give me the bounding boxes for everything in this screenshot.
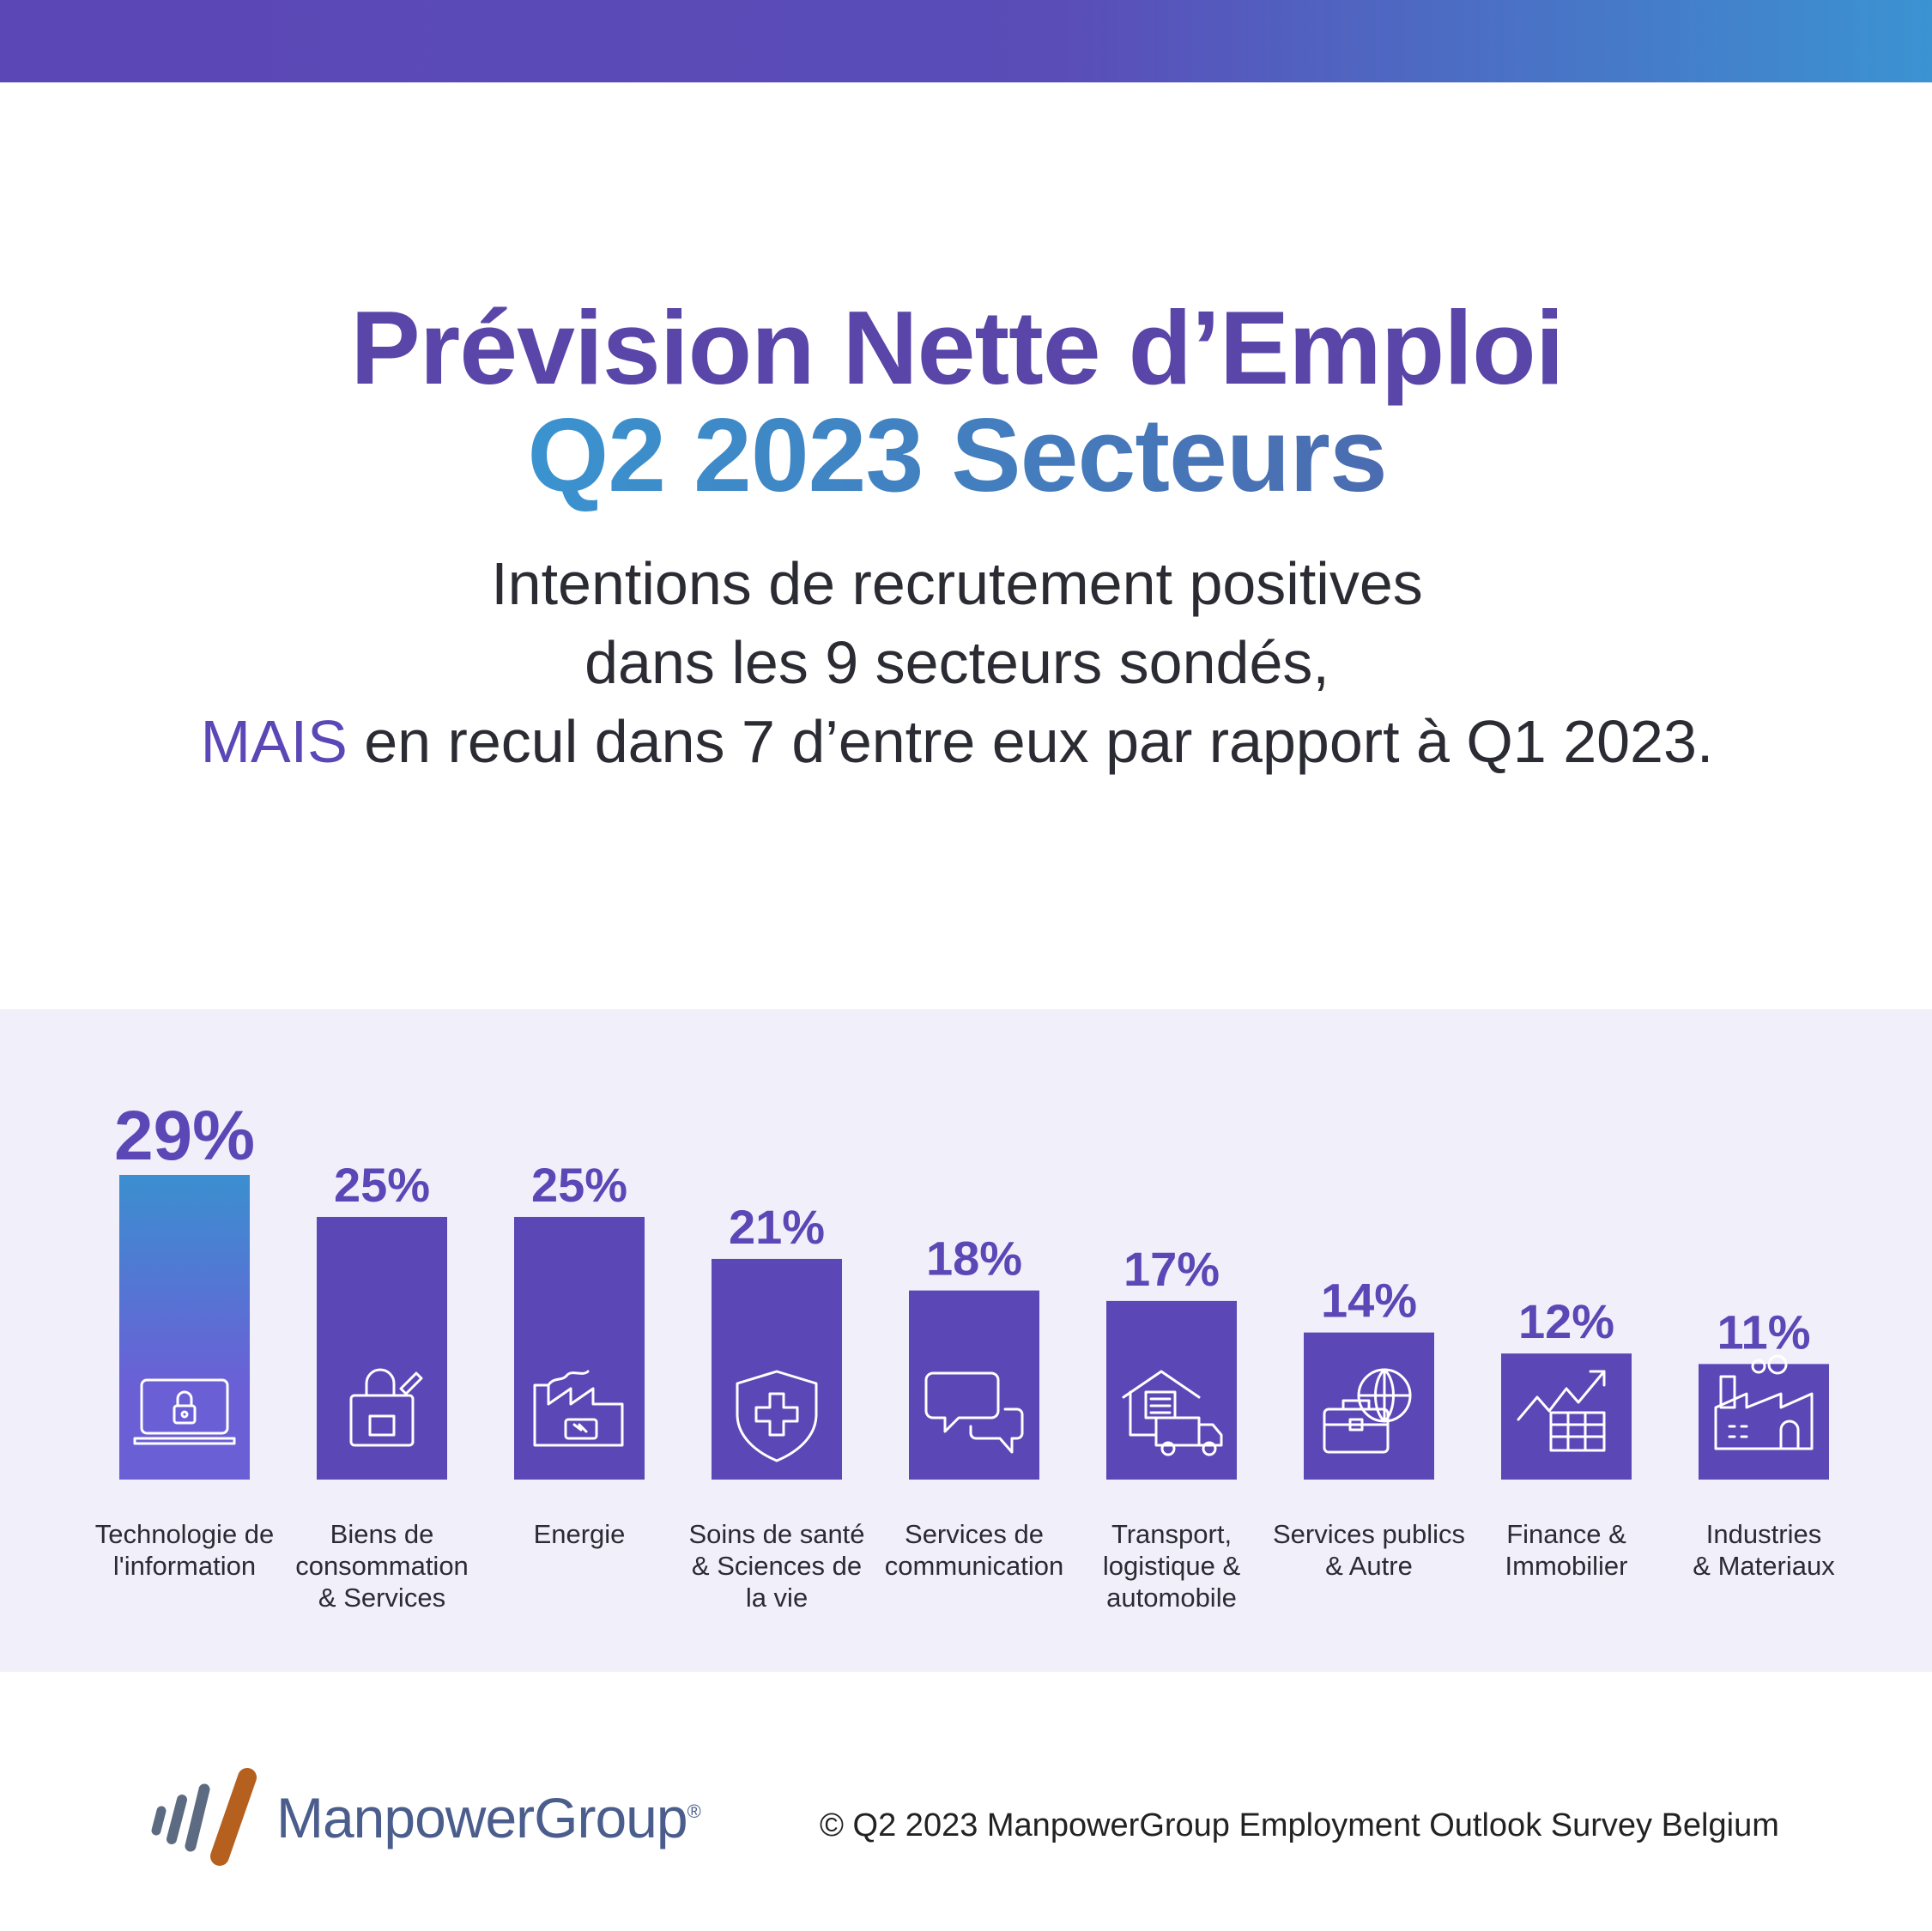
category-label-5: Services de communication	[885, 1519, 1063, 1581]
category-label-2: Biens de consommation & Services	[295, 1519, 469, 1613]
category-label-6: Transport, logistique & automobile	[1103, 1519, 1241, 1613]
subtitle-line-3: MAIS en recul dans 7 d’entre eux par rap…	[0, 707, 1914, 776]
value-label-9: 11%	[1717, 1304, 1811, 1359]
value-label-6: 17%	[1123, 1242, 1220, 1296]
shopping-bag-icon	[349, 1368, 423, 1447]
category-label-3: Energie	[534, 1519, 626, 1549]
category-label-1: Technologie de l'information	[95, 1519, 275, 1581]
page-title-period: Q2 2023 Secteurs	[0, 395, 1914, 515]
registered-mark: ®	[687, 1801, 701, 1822]
subtitle-line-2: dans les 9 secteurs sondés,	[584, 629, 1329, 696]
chart-panel: 29% 25% 25% 21% 18% 17% 14% 12% 11% Technologie …	[0, 1009, 1932, 1672]
laptop-lock-icon	[133, 1378, 236, 1445]
category-label-4: Soins de santé & Sciences de la vie	[688, 1519, 864, 1613]
brand-text: ManpowerGroup	[276, 1786, 688, 1849]
bar-8	[1501, 1353, 1632, 1480]
value-label-5: 18%	[926, 1232, 1022, 1286]
page-title: Prévision Nette d’Emploi	[350, 289, 1564, 406]
sector-bar-chart: 29% 25% 25% 21% 18% 17% 14% 12% 11% Technologie …	[95, 1097, 1835, 1613]
category-label-9: Industries & Materiaux	[1693, 1519, 1835, 1581]
copyright-note: © Q2 2023 ManpowerGroup Employment Outlo…	[820, 1807, 1779, 1843]
title-period-text: Q2 2023 Secteurs	[527, 396, 1387, 513]
value-label-3: 25%	[531, 1158, 627, 1212]
category-label-7: Services publics & Autre	[1273, 1519, 1465, 1581]
subtitle-emphasis: MAIS	[200, 708, 348, 775]
category-label-8: Finance & Immobilier	[1505, 1519, 1628, 1581]
bar-4	[712, 1258, 842, 1480]
bar-5	[909, 1290, 1039, 1480]
subtitle-line-1: Intentions de recrutement positives	[491, 550, 1423, 617]
industry-factory-icon	[1714, 1354, 1814, 1450]
globe-briefcase-icon	[1323, 1368, 1412, 1454]
top-gradient-bar	[0, 0, 1932, 82]
bar-9	[1699, 1364, 1829, 1480]
finance-chart-icon	[1517, 1370, 1606, 1452]
value-label-7: 14%	[1321, 1274, 1417, 1328]
subtitle-rest: en recul dans 7 d’entre eux par rapport …	[347, 708, 1714, 775]
bar-2	[317, 1216, 447, 1480]
warehouse-truck-icon	[1122, 1370, 1223, 1456]
manpower-logo-icon	[151, 1768, 257, 1866]
energy-factory-icon	[533, 1370, 624, 1447]
value-label-2: 25%	[334, 1158, 430, 1212]
value-label-1: 29%	[114, 1097, 255, 1175]
value-label-4: 21%	[729, 1200, 825, 1254]
chat-bubbles-icon	[924, 1371, 1024, 1454]
brand-name: ManpowerGroup®	[276, 1785, 701, 1850]
health-shield-icon	[736, 1370, 818, 1462]
value-label-8: 12%	[1518, 1294, 1614, 1348]
